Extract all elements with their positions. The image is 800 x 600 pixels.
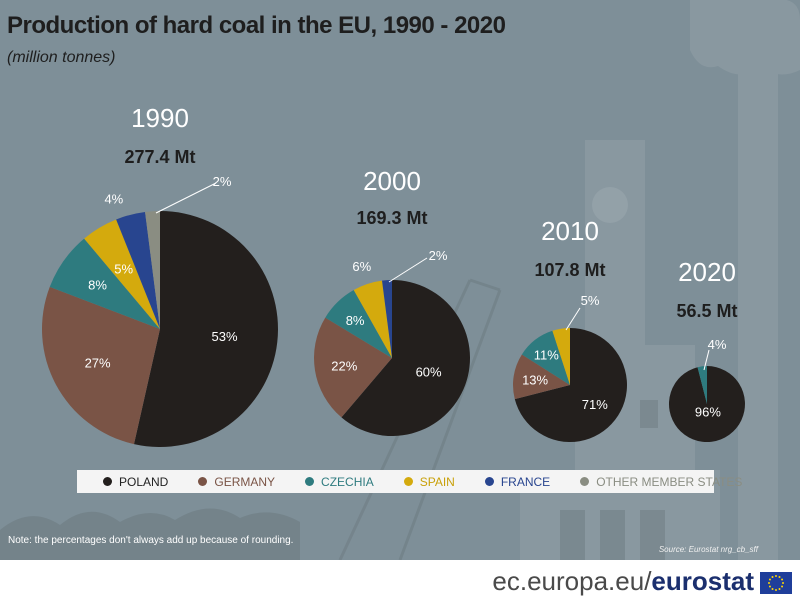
legend-label: SPAIN xyxy=(419,474,455,489)
pie-slice-spain xyxy=(353,280,392,358)
pie-total-label: 277.4 Mt xyxy=(124,147,195,167)
legend-item-france: FRANCE xyxy=(484,474,551,489)
slice-label: 60% xyxy=(416,364,442,379)
legend-swatch xyxy=(403,477,413,486)
legend-item-other-member-states: OTHER MEMBER STATES xyxy=(580,475,742,489)
pie-slice-poland xyxy=(514,328,627,442)
slice-label: 6% xyxy=(352,259,371,274)
site-link[interactable]: ec.europa.eu/eurostat xyxy=(492,566,754,597)
footer: ec.europa.eu/eurostat xyxy=(0,560,800,600)
slice-label: 11% xyxy=(534,347,559,362)
slice-label: 71% xyxy=(582,397,608,412)
leader-line xyxy=(703,349,710,371)
chart-subtitle: (million tonnes) xyxy=(7,49,116,66)
legend-label: OTHER MEMBER STATES xyxy=(596,474,743,489)
pie-slice-czechia xyxy=(697,366,707,404)
pie-total-label: 56.5 Mt xyxy=(676,301,737,321)
pie-charts: 1990 277.4 Mt 53% 27% 8% 5% 4% 2% 2000 169.3 Mt 60… xyxy=(42,103,745,447)
pie-slice-spain xyxy=(84,219,160,329)
pie-slice-germany xyxy=(314,317,392,418)
slice-label: 5% xyxy=(581,293,600,308)
pie-2000: 2000 169.3 Mt 60% 22% 8% 6% 2% xyxy=(314,166,471,436)
pie-slice-poland xyxy=(134,211,278,447)
slice-label: 96% xyxy=(695,405,721,420)
leader-line xyxy=(565,307,581,331)
pie-slice-france xyxy=(382,280,392,358)
pie-slice-other-member-states xyxy=(145,211,160,329)
site-brand: eurostat xyxy=(651,566,754,596)
slice-label: 22% xyxy=(331,359,357,374)
pie-slice-france xyxy=(116,211,160,329)
slice-label: 5% xyxy=(114,261,133,276)
leader-line xyxy=(155,182,217,214)
eu-flag-icon xyxy=(760,572,792,594)
slice-label: 2% xyxy=(429,248,448,263)
legend-label: CZECHIA xyxy=(321,474,374,489)
pie-year-label: 2010 xyxy=(541,216,599,246)
site-prefix: ec.europa.eu/ xyxy=(492,566,652,596)
slice-label: 27% xyxy=(85,355,111,370)
pie-slice-spain xyxy=(552,328,570,385)
pie-slice-poland xyxy=(341,280,471,436)
pie-slice-germany xyxy=(512,354,570,400)
pie-1990: 1990 277.4 Mt 53% 27% 8% 5% 4% 2% xyxy=(42,103,278,447)
slice-label: 8% xyxy=(346,313,365,328)
pie-slice-czechia xyxy=(49,238,160,329)
slice-label: 13% xyxy=(522,372,548,387)
source-note: Source: Eurostat nrg_cb_sff xyxy=(658,545,758,554)
footnote: Note: the percentages don't always add u… xyxy=(8,535,294,546)
slice-label: 53% xyxy=(211,329,237,344)
legend-swatch xyxy=(103,477,112,486)
legend-swatch xyxy=(305,477,315,486)
leader-line xyxy=(388,257,428,283)
legend-swatch xyxy=(580,477,590,486)
slice-label: 4% xyxy=(104,191,123,206)
legend-swatch xyxy=(484,477,494,486)
slice-label: 4% xyxy=(708,337,727,352)
legend-label: FRANCE xyxy=(500,474,551,489)
pie-year-label: 1990 xyxy=(131,103,189,133)
pie-year-label: 2020 xyxy=(678,257,736,287)
pie-2010: 2010 107.8 Mt 71% 13% 11% 5% xyxy=(512,216,627,442)
slice-label: 2% xyxy=(213,174,232,189)
legend: POLAND GERMANY CZECHIA SPAIN FRANCE OTHER MEM… xyxy=(77,470,742,493)
pie-slice-poland xyxy=(668,366,745,443)
pie-total-label: 169.3 Mt xyxy=(356,208,427,228)
legend-item-czechia: CZECHIA xyxy=(305,475,374,489)
pie-2020: 2020 56.5 Mt 96% 4% xyxy=(668,257,745,443)
pie-slice-germany xyxy=(42,286,160,445)
legend-item-poland: POLAND xyxy=(103,475,168,489)
chart-title: Production of hard coal in the EU, 1990 … xyxy=(7,12,506,39)
pie-slice-czechia xyxy=(325,290,392,358)
legend-swatch xyxy=(198,477,208,486)
legend-label: GERMANY xyxy=(214,474,276,489)
legend-item-germany: GERMANY xyxy=(198,475,275,489)
slice-label: 8% xyxy=(88,278,107,293)
chart-panel: Production of hard coal in the EU, 1990 … xyxy=(0,0,800,560)
legend-item-spain: SPAIN xyxy=(403,474,455,489)
pie-total-label: 107.8 Mt xyxy=(534,260,605,280)
pie-slice-czechia xyxy=(521,330,570,385)
legend-label: POLAND xyxy=(119,474,169,489)
pie-year-label: 2000 xyxy=(363,166,421,196)
